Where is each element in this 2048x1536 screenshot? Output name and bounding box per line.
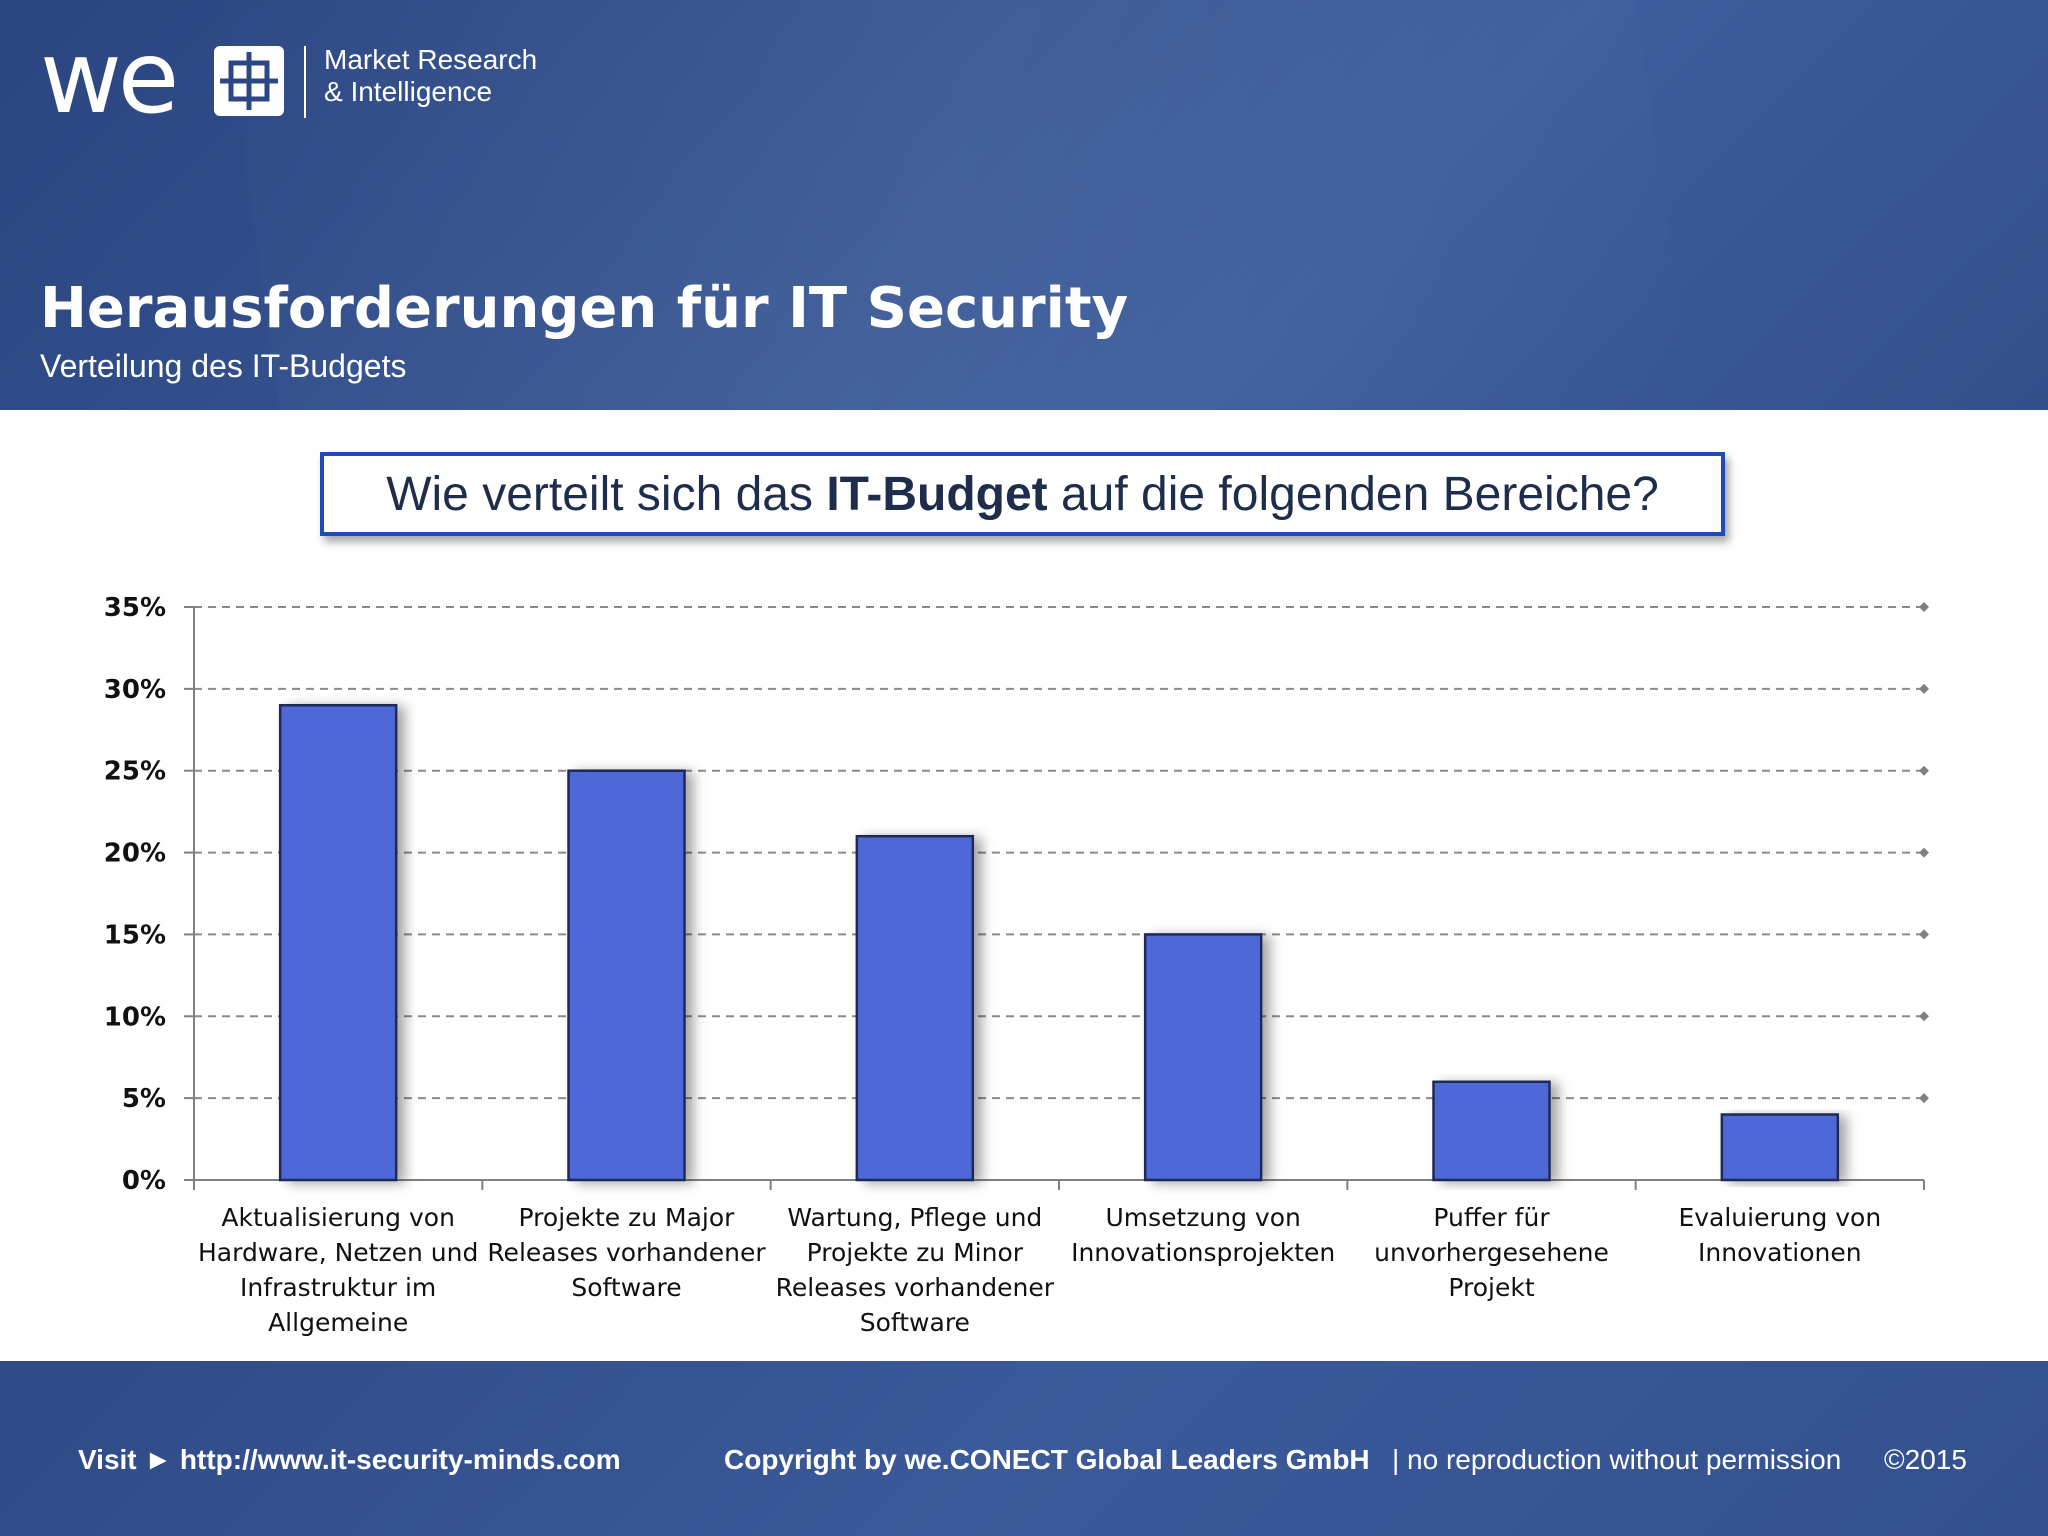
x-tick-label: Aktualisierung von Hardware, Netzen und In…	[198, 1203, 478, 1337]
logo-tagline-line1: Market Research	[324, 44, 538, 75]
y-tick-label: 15%	[104, 920, 166, 950]
brand-logo: we Market Research & Intelligence	[40, 28, 560, 130]
header-banner: we Market Research & Intelligence Heraus…	[0, 0, 2048, 410]
y-tick-label: 10%	[104, 1002, 166, 1032]
gridline-end-marker	[1919, 929, 1929, 940]
x-tick-label: Evaluierung von Innovationen	[1678, 1203, 1881, 1267]
bars	[278, 703, 1840, 1182]
crosshair-icon	[214, 46, 284, 116]
y-tick-label: 0%	[122, 1166, 166, 1196]
y-tick-label: 25%	[104, 757, 166, 787]
bar	[855, 834, 975, 1182]
grid-lines	[194, 602, 1929, 1104]
axes	[184, 606, 1925, 1190]
bar-chart: 0% 5% 10% 15% 20% 25% 30% 35% Aktualisierung vo…	[104, 593, 1929, 1337]
gridline-end-marker	[1919, 1093, 1929, 1104]
logo-divider	[304, 46, 306, 118]
gridline-end-marker	[1919, 765, 1929, 776]
question-suffix: auf die folgenden Bereiche?	[1047, 467, 1659, 521]
gridline-end-marker	[1919, 847, 1929, 858]
y-tick-label: 30%	[104, 675, 166, 705]
y-tick-label: 20%	[104, 839, 166, 869]
gridline-end-marker	[1919, 1011, 1929, 1022]
logo-tagline-line2: & Intelligence	[324, 76, 493, 107]
logo-tagline: Market Research & Intelligence	[324, 44, 537, 108]
y-tick-label: 5%	[122, 1084, 166, 1114]
x-tick-label: Wartung, Pflege und Projekte zu Minor Rele…	[776, 1203, 1055, 1337]
x-tick-label: Puffer für unvorhergesehene Projekt	[1374, 1203, 1609, 1302]
bar	[1143, 933, 1263, 1182]
page-subtitle: Verteilung des IT-Budgets	[40, 348, 407, 384]
gridline-end-marker	[1919, 683, 1929, 694]
footer-notice: | no reproduction without permission	[1392, 1444, 1842, 1475]
question-prefix: Wie verteilt sich das	[386, 467, 827, 521]
x-tick-labels: Aktualisierung von Hardware, Netzen und In…	[198, 1203, 1881, 1337]
footer-copyright: Copyright by we.CONECT Global Leaders Gm…	[724, 1444, 1370, 1475]
question-emphasis: IT-Budget	[826, 467, 1048, 521]
page-title: Herausforderungen für IT Security	[40, 276, 1129, 341]
footer-banner	[0, 1361, 2048, 1536]
y-tick-label: 35%	[104, 593, 166, 623]
x-tick-label: Projekte zu Major Releases vorhandener Sof…	[487, 1203, 766, 1302]
question-box: Wie verteilt sich das IT-Budget auf die …	[320, 452, 1725, 536]
footer-visit-link[interactable]: Visit ► http://www.it-security-minds.com	[78, 1444, 621, 1475]
y-tick-labels: 0% 5% 10% 15% 20% 25% 30% 35%	[104, 593, 166, 1196]
gridline-end-marker	[1919, 602, 1929, 612]
footer-year: ©2015	[1884, 1444, 1967, 1475]
bar	[278, 703, 398, 1182]
bar	[1720, 1113, 1840, 1182]
bar	[1432, 1080, 1551, 1182]
bar	[567, 769, 686, 1182]
x-tick-label: Umsetzung von Innovationsprojekten	[1071, 1203, 1335, 1267]
logo-wordmark: we	[40, 19, 179, 136]
